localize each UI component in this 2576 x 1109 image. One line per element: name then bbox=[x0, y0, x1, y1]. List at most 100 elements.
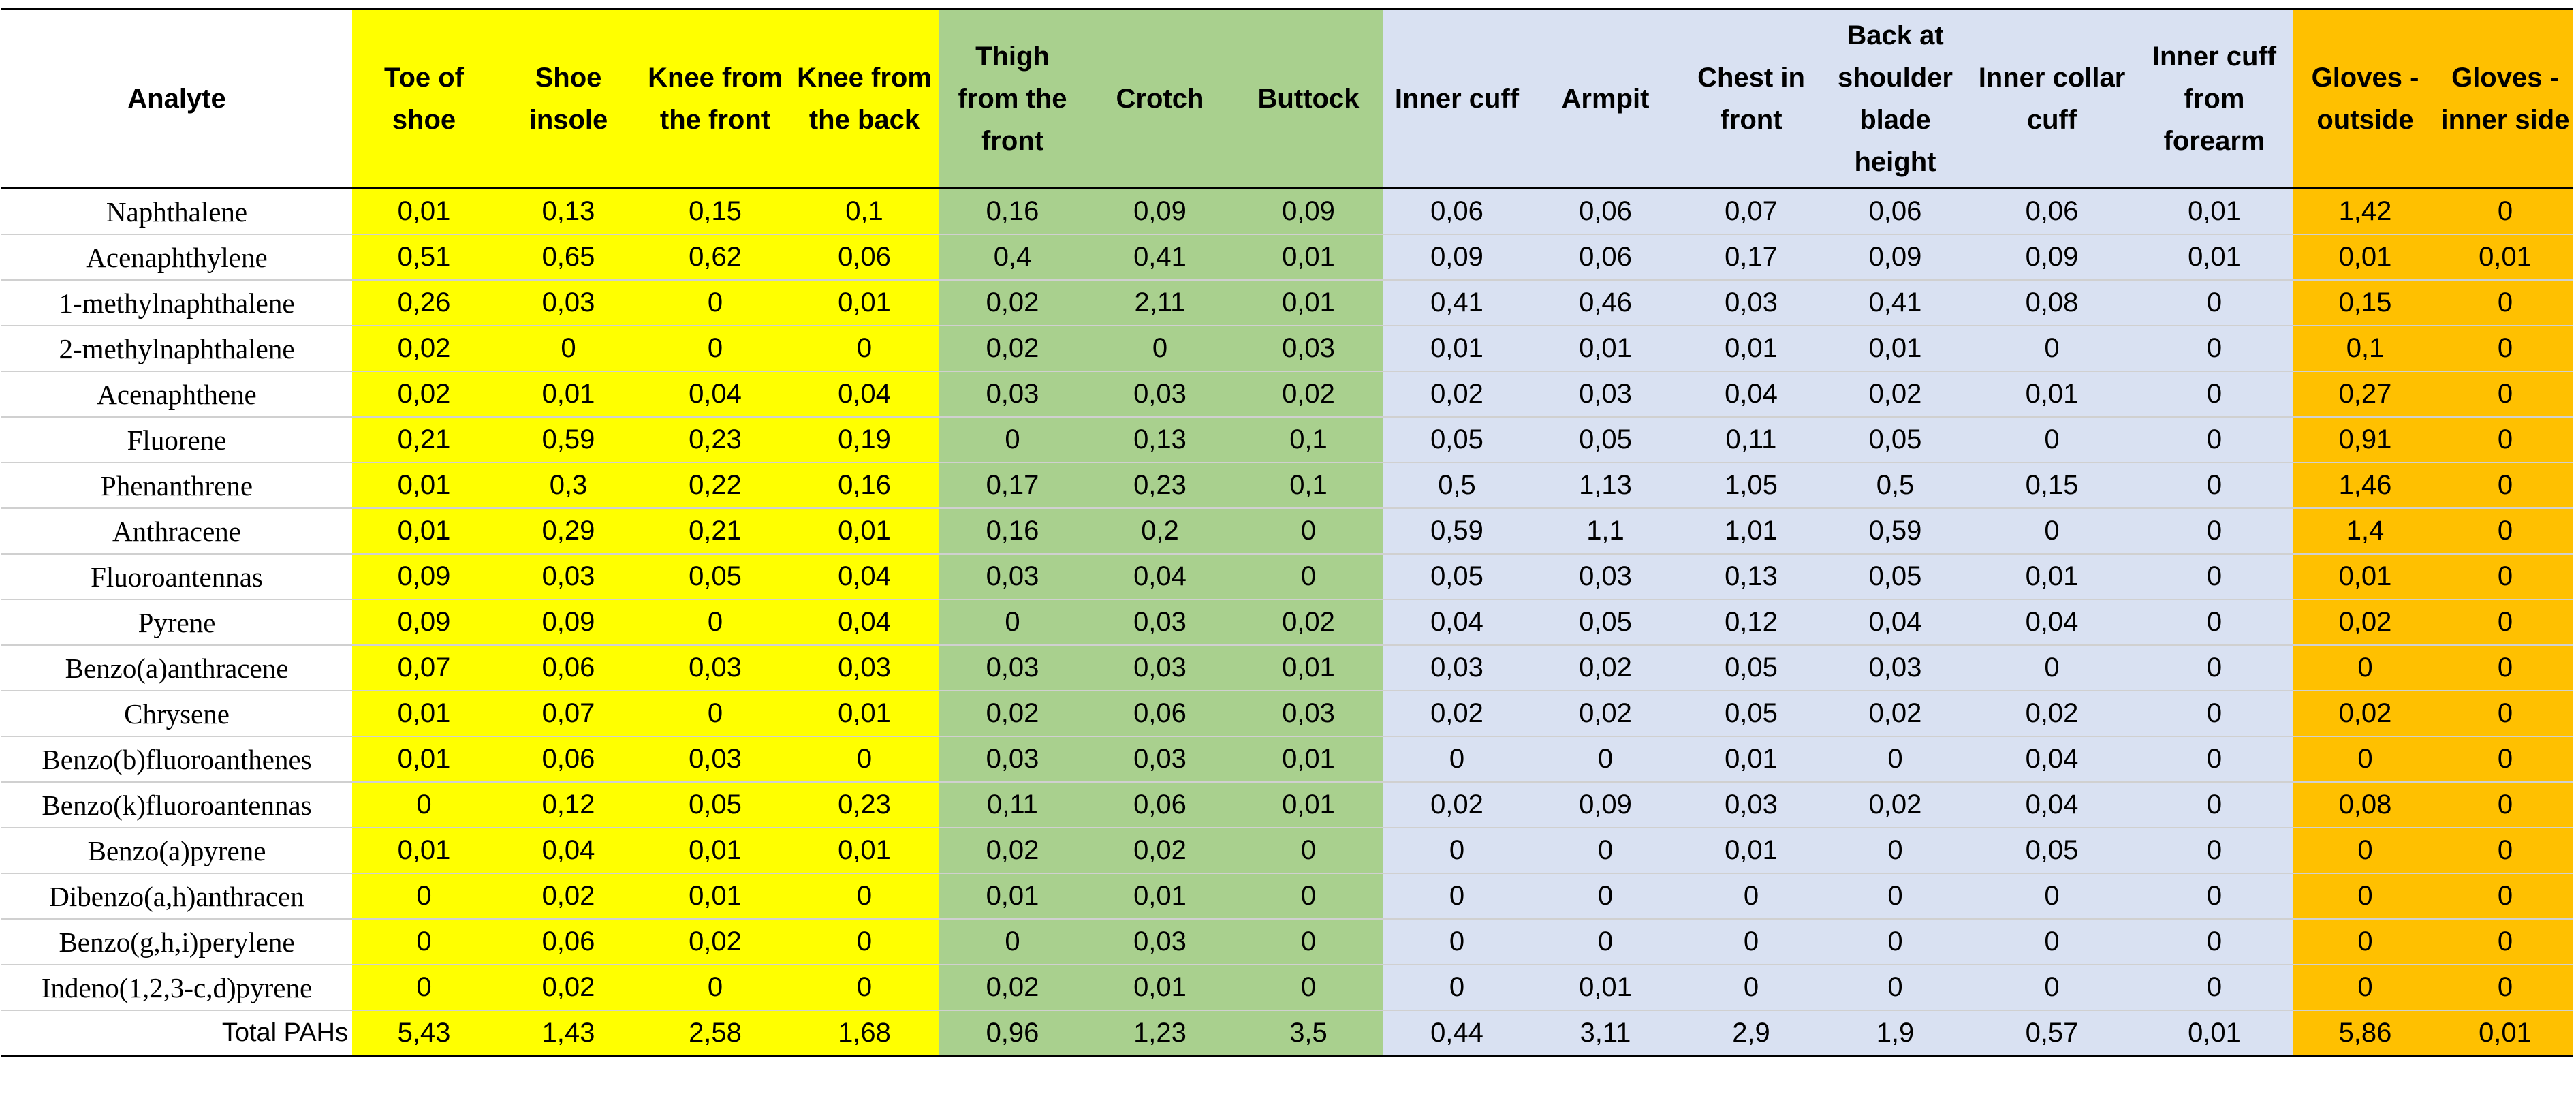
table-row: 1-methylnaphthalene 0,26 0,03 0 0,01 0,02 2,11… bbox=[1, 280, 2573, 326]
value-cell: 0,03 bbox=[1086, 919, 1234, 965]
value-cell: 0,23 bbox=[789, 782, 939, 828]
table-row: Naphthalene 0,01 0,13 0,15 0,1 0,16 0,09 0,09 0,… bbox=[1, 188, 2573, 235]
value-cell: 3,11 bbox=[1531, 1010, 1680, 1057]
value-cell: 0,05 bbox=[1968, 828, 2136, 874]
value-cell: 0,01 bbox=[1680, 736, 1823, 783]
table-row: Indeno(1,2,3-c,d)pyrene 0 0,02 0 0 0,02 0,01 0 0… bbox=[1, 965, 2573, 1011]
value-cell: 0,01 bbox=[2438, 1010, 2573, 1057]
value-cell: 1,68 bbox=[789, 1010, 939, 1057]
value-cell: 0,01 bbox=[352, 691, 496, 737]
analyte-cell: Naphthalene bbox=[1, 188, 352, 235]
value-cell: 0 bbox=[1383, 736, 1531, 783]
value-cell: 0 bbox=[1383, 828, 1531, 874]
value-cell: 5,86 bbox=[2293, 1010, 2438, 1057]
value-cell: 0 bbox=[2136, 782, 2293, 828]
value-cell: 0,96 bbox=[939, 1010, 1086, 1057]
value-cell: 0,03 bbox=[641, 736, 789, 783]
value-cell: 1,23 bbox=[1086, 1010, 1234, 1057]
table-row: Acenaphthene 0,02 0,01 0,04 0,04 0,03 0,03 0,02… bbox=[1, 371, 2573, 418]
value-cell: 0,1 bbox=[1234, 463, 1383, 509]
column-header: Chest in front bbox=[1680, 8, 1823, 189]
table-row: Pyrene 0,09 0,09 0 0,04 0 0,03 0,02 0,04 0,05 0,12… bbox=[1, 599, 2573, 646]
value-cell: 0,03 bbox=[939, 371, 1086, 418]
value-cell: 1,13 bbox=[1531, 463, 1680, 509]
column-header: Crotch bbox=[1086, 8, 1234, 189]
value-cell: 0,02 bbox=[939, 326, 1086, 372]
value-cell: 0 bbox=[2136, 645, 2293, 691]
table-row: Chrysene 0,01 0,07 0 0,01 0,02 0,06 0,03 0,02 0,0… bbox=[1, 691, 2573, 737]
analyte-cell: Chrysene bbox=[1, 691, 352, 737]
value-cell: 0,01 bbox=[2136, 1010, 2293, 1057]
value-cell: 0,13 bbox=[1086, 417, 1234, 463]
value-cell: 0,01 bbox=[1680, 326, 1823, 372]
value-cell: 0 bbox=[2438, 188, 2573, 235]
value-cell: 0,02 bbox=[1086, 828, 1234, 874]
value-cell: 0 bbox=[2293, 873, 2438, 920]
value-cell: 0,02 bbox=[1531, 645, 1680, 691]
value-cell: 0,1 bbox=[1234, 417, 1383, 463]
value-cell: 0 bbox=[2438, 965, 2573, 1011]
value-cell: 0,05 bbox=[1823, 554, 1968, 600]
value-cell: 0 bbox=[2136, 371, 2293, 418]
value-cell: 0,01 bbox=[939, 873, 1086, 920]
value-cell: 0,07 bbox=[1680, 188, 1823, 235]
value-cell: 0 bbox=[1823, 828, 1968, 874]
analyte-cell: Benzo(a)pyrene bbox=[1, 828, 352, 874]
value-cell: 0 bbox=[2136, 919, 2293, 965]
value-cell: 0,01 bbox=[352, 508, 496, 554]
analyte-cell: Benzo(k)fluoroantennas bbox=[1, 782, 352, 828]
value-cell: 0 bbox=[2438, 554, 2573, 600]
value-cell: 0,05 bbox=[1531, 599, 1680, 646]
value-cell: 0,04 bbox=[1680, 371, 1823, 418]
value-cell: 0,16 bbox=[789, 463, 939, 509]
value-cell: 0,13 bbox=[1680, 554, 1823, 600]
value-cell: 0 bbox=[1680, 919, 1823, 965]
value-cell: 0,03 bbox=[939, 736, 1086, 783]
value-cell: 0 bbox=[2293, 965, 2438, 1011]
value-cell: 0 bbox=[1968, 965, 2136, 1011]
column-header: Thigh from the front bbox=[939, 8, 1086, 189]
value-cell: 0,07 bbox=[496, 691, 641, 737]
value-cell: 0 bbox=[1968, 326, 2136, 372]
value-cell: 0,01 bbox=[496, 371, 641, 418]
column-header: Inner cuff bbox=[1383, 8, 1531, 189]
value-cell: 0 bbox=[2293, 736, 2438, 783]
value-cell: 0,01 bbox=[352, 463, 496, 509]
value-cell: 0,01 bbox=[1234, 645, 1383, 691]
value-cell: 0,02 bbox=[2293, 599, 2438, 646]
value-cell: 0 bbox=[1234, 554, 1383, 600]
value-cell: 0,57 bbox=[1968, 1010, 2136, 1057]
value-cell: 0,01 bbox=[789, 691, 939, 737]
value-cell: 0,01 bbox=[1234, 280, 1383, 326]
value-cell: 2,58 bbox=[641, 1010, 789, 1057]
value-cell: 0,27 bbox=[2293, 371, 2438, 418]
analyte-cell: Phenanthrene bbox=[1, 463, 352, 509]
value-cell: 0,04 bbox=[789, 371, 939, 418]
value-cell: 0,29 bbox=[496, 508, 641, 554]
value-cell: 0 bbox=[2438, 463, 2573, 509]
value-cell: 0 bbox=[2136, 326, 2293, 372]
value-cell: 0,07 bbox=[352, 645, 496, 691]
value-cell: 0,05 bbox=[641, 782, 789, 828]
value-cell: 0,01 bbox=[352, 828, 496, 874]
value-cell: 0,04 bbox=[496, 828, 641, 874]
value-cell: 0 bbox=[2438, 417, 2573, 463]
column-header: Inner cuff from forearm bbox=[2136, 8, 2293, 189]
value-cell: 0,12 bbox=[496, 782, 641, 828]
value-cell: 0 bbox=[789, 919, 939, 965]
analyte-cell: Pyrene bbox=[1, 599, 352, 646]
value-cell: 0,01 bbox=[2136, 234, 2293, 281]
analyte-cell: Acenaphthylene bbox=[1, 234, 352, 281]
value-cell: 0 bbox=[1086, 326, 1234, 372]
value-cell: 0 bbox=[2438, 326, 2573, 372]
value-cell: 0,01 bbox=[352, 736, 496, 783]
table-row: Benzo(g,h,i)perylene 0 0,06 0,02 0 0 0,03 0 0 0 0 0… bbox=[1, 919, 2573, 965]
table-row: Fluorene 0,21 0,59 0,23 0,19 0 0,13 0,1 0,05 0,05… bbox=[1, 417, 2573, 463]
value-cell: 0 bbox=[2293, 645, 2438, 691]
analyte-cell: Acenaphthene bbox=[1, 371, 352, 418]
table-row: Total PAHs 5,43 1,43 2,58 1,68 0,96 1,23 3,5 0,4… bbox=[1, 1010, 2573, 1057]
column-header: Gloves - inner side bbox=[2438, 8, 2573, 189]
value-cell: 0,06 bbox=[1531, 234, 1680, 281]
analyte-cell: Benzo(b)fluoroanthenes bbox=[1, 736, 352, 783]
value-cell: 1,42 bbox=[2293, 188, 2438, 235]
